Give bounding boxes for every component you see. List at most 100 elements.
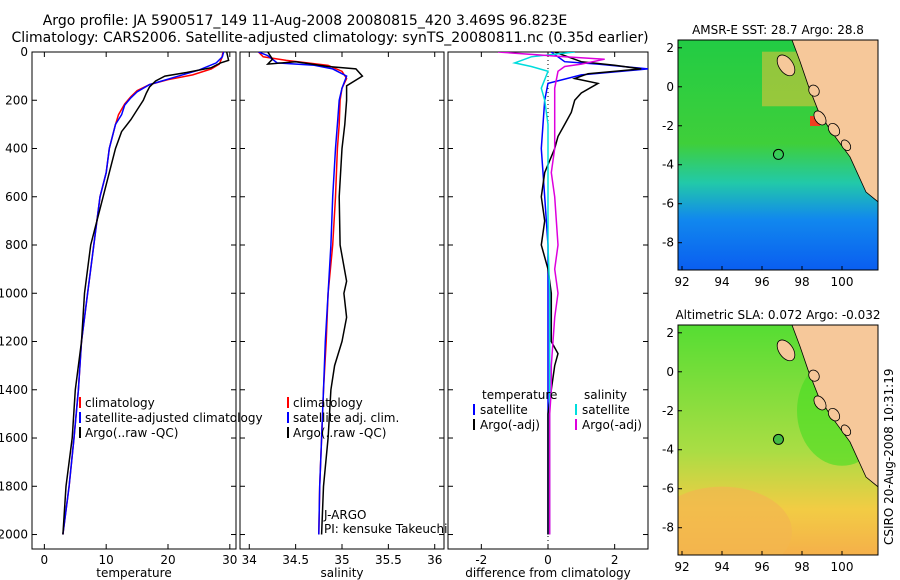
x-tick-label: 2 [611, 553, 619, 567]
series-line-argo-raw-qc- [265, 52, 364, 535]
y-tick-label: 0 [666, 365, 674, 379]
y-tick-label: 0 [666, 80, 674, 94]
y-tick-label: 0 [20, 45, 28, 59]
legend-label: Argo(..raw -QC) [85, 426, 178, 440]
y-tick-label: -8 [662, 521, 674, 535]
x-tick-label: 20 [160, 553, 175, 567]
island [776, 54, 796, 77]
legend-label: satellite [480, 403, 528, 417]
axes-frame [239, 51, 445, 550]
legend-label: climatology [85, 396, 155, 410]
x-axis-label: difference from climatology [465, 566, 631, 580]
amsre-sst-map: 92 94 96 98 100 2 0 -2 -4 -6 -8 AMSR-E SST: 28.7 Ar… [662, 23, 879, 289]
series-line-climatology [257, 52, 348, 535]
x-axis-label: temperature [96, 566, 171, 580]
series-line-salinity-satellite [512, 52, 575, 535]
island [776, 339, 796, 362]
legend-label: satellite adj. clim. [293, 411, 399, 425]
float-program-label: J-ARGO [323, 508, 366, 522]
float-location-marker [772, 148, 784, 160]
y-tick-label: 600 [5, 190, 28, 204]
x-tick-label: 10 [99, 553, 114, 567]
x-tick-label: 35.5 [375, 553, 402, 567]
island [827, 407, 841, 422]
x-tick-label: 0 [544, 553, 552, 567]
y-tick-label: -8 [662, 236, 674, 250]
x-tick-label: 36 [427, 553, 442, 567]
y-tick-label: 200 [5, 93, 28, 107]
island [813, 395, 827, 411]
island [808, 369, 820, 382]
x-tick-label: 34 [242, 553, 257, 567]
map-title: AMSR-E SST: 28.7 Argo: 28.8 [692, 23, 864, 37]
y-tick-label: -6 [662, 197, 674, 211]
y-tick-label: 2 [666, 41, 674, 55]
map-frame [677, 39, 879, 271]
y-tick-label: -4 [662, 443, 674, 457]
legend-label: Argo(-adj) [582, 418, 642, 432]
timestamp-stamp: CSIRO 20-Aug-2008 10:31:19 [882, 368, 896, 545]
plot-title-line1: Argo profile: JA 5900517_149 11-Aug-2008… [42, 13, 568, 29]
legend-label: temperature [482, 388, 557, 402]
y-tick-label: -6 [662, 482, 674, 496]
salinity-panel: 34 34.5 35 35.5 36 salinity climatologysatelli… [239, 51, 447, 580]
legend-label: salinity [584, 388, 627, 402]
x-tick-label: 30 [222, 553, 237, 567]
island [840, 139, 852, 151]
x-tick-label: 94 [714, 275, 729, 289]
hot-pixel [810, 116, 820, 127]
y-tick-label: 1200 [0, 335, 28, 349]
plot-title-line2: Climatology: CARS2006. Satellite-adjuste… [11, 30, 649, 46]
legend-label: satellite [582, 403, 630, 417]
x-tick-label: 0 [41, 553, 49, 567]
series-line-argo-raw-qc- [62, 52, 230, 535]
series-group [257, 52, 364, 535]
island [813, 110, 827, 126]
pi-name-label: PI: kensuke Takeuchi [324, 522, 447, 536]
series-group [62, 52, 230, 535]
x-axis-label: salinity [320, 566, 363, 580]
legend-label: Argo(-adj) [480, 418, 540, 432]
series-line-satellite-adj-clim- [258, 52, 348, 535]
x-tick-label: 92 [674, 275, 689, 289]
y-tick-label: 1800 [0, 479, 28, 493]
series-line-satellite-adjusted-climatology [62, 52, 225, 535]
y-tick-label: 400 [5, 142, 28, 156]
axes-frame [31, 51, 237, 550]
x-tick-label: 94 [714, 560, 729, 574]
y-tick-label: 800 [5, 238, 28, 252]
y-tick-label: 1600 [0, 431, 28, 445]
y-tick-label: -2 [662, 404, 674, 418]
x-tick-label: 100 [831, 560, 854, 574]
y-tick-label: 2000 [0, 528, 28, 542]
series-group [497, 52, 648, 535]
map-body [678, 325, 878, 555]
x-tick-label: 35 [334, 553, 349, 567]
y-tick-label: 1400 [0, 383, 28, 397]
temperature-panel: 0 10 20 30 0 200 400 600 800 1000 1200 1400 1600 1800… [0, 45, 263, 580]
sumatra-landmass [791, 40, 878, 203]
x-tick-label: 92 [674, 560, 689, 574]
y-tick-label: 2 [666, 326, 674, 340]
island [840, 424, 852, 436]
float-location-marker [772, 433, 784, 445]
x-tick-label: 98 [794, 275, 809, 289]
legend-label: satellite-adjusted climatology [85, 411, 263, 425]
x-tick-label: 96 [754, 275, 769, 289]
series-line-salinity-argo-adj- [497, 52, 605, 535]
y-tick-label: 1000 [0, 286, 28, 300]
map-title: Altimetric SLA: 0.072 Argo: -0.032 [675, 308, 880, 322]
x-tick-label: -2 [475, 553, 487, 567]
x-tick-label: 96 [754, 560, 769, 574]
island [808, 84, 820, 97]
altimetric-sla-map: 92 94 96 98 100 2 0 -2 -4 -6 -8 Altimetric SLA: 0.0… [662, 308, 881, 574]
legend-label: Argo(..raw -QC) [293, 426, 386, 440]
series-line-temperature-argo-adj- [540, 52, 642, 535]
legend-label: climatology [293, 396, 363, 410]
island [827, 122, 841, 137]
x-tick-label: 98 [794, 560, 809, 574]
map-frame [677, 324, 879, 556]
map-body [678, 40, 878, 270]
